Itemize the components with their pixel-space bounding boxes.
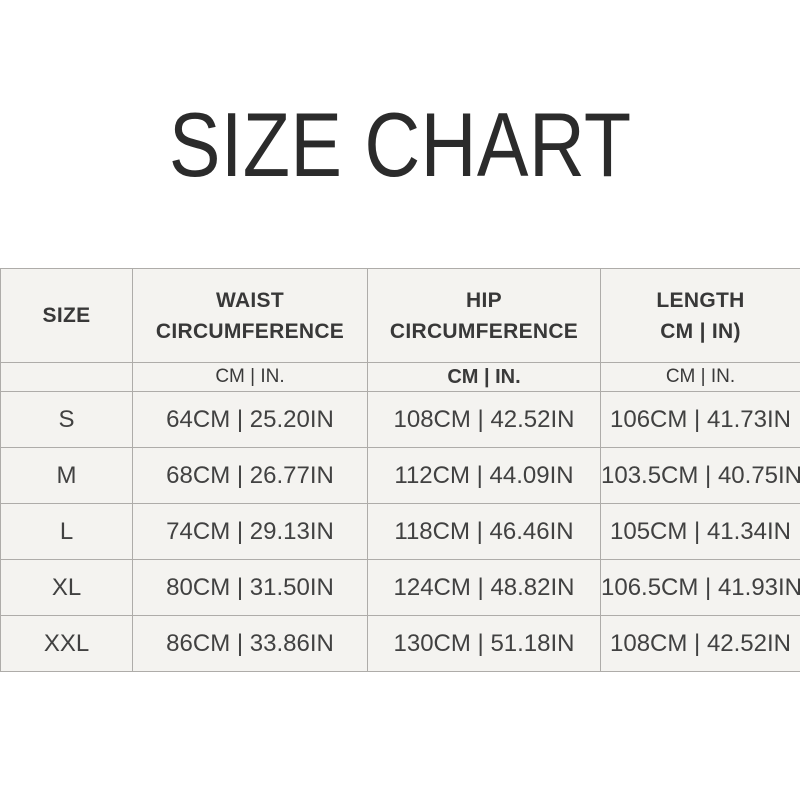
length-column-header: LENGTH CM | IN)	[600, 268, 800, 363]
hip-cell: 124CM | 48.82IN	[367, 559, 601, 616]
hip-units-cell: CM | IN.	[367, 362, 601, 392]
waist-cell: 74CM | 29.13IN	[132, 503, 368, 560]
page-title: SIZE CHART	[0, 100, 800, 191]
size-column-header: SIZE	[0, 268, 133, 363]
hip-column-header: HIP CIRCUMFERENCE	[367, 268, 601, 363]
length-units-cell: CM | IN.	[600, 362, 800, 392]
size-units-empty-cell	[0, 362, 133, 392]
waist-column-header-line2: CIRCUMFERENCE	[155, 319, 345, 343]
waist-column-header-line1: WAIST	[216, 288, 284, 312]
table-units-row: CM | IN. CM | IN. CM | IN.	[0, 362, 800, 392]
waist-cell: 80CM | 31.50IN	[132, 559, 368, 616]
length-cell: 105CM | 41.34IN	[600, 503, 800, 560]
length-cell: 103.5CM | 40.75IN	[600, 447, 800, 504]
table-row: S 64CM | 25.20IN 108CM | 42.52IN 106CM |…	[0, 391, 800, 448]
waist-cell: 86CM | 33.86IN	[132, 615, 368, 672]
length-cell: 106CM | 41.73IN	[600, 391, 800, 448]
hip-column-header-line2: CIRCUMFERENCE	[389, 319, 579, 343]
table-row: XL 80CM | 31.50IN 124CM | 48.82IN 106.5C…	[0, 559, 800, 616]
size-chart-table: SIZE WAIST CIRCUMFERENCE HIP CIRCUMFEREN…	[0, 268, 800, 672]
waist-cell: 68CM | 26.77IN	[132, 447, 368, 504]
waist-cell: 64CM | 25.20IN	[132, 391, 368, 448]
waist-column-header: WAIST CIRCUMFERENCE	[132, 268, 368, 363]
table-row: L 74CM | 29.13IN 118CM | 46.46IN 105CM |…	[0, 503, 800, 560]
length-cell: 108CM | 42.52IN	[600, 615, 800, 672]
hip-column-header-line1: HIP	[466, 288, 502, 312]
size-cell: XXL	[0, 615, 133, 672]
waist-units-cell: CM | IN.	[132, 362, 368, 392]
length-column-header-line1: LENGTH	[656, 288, 745, 312]
length-column-header-line2: CM | IN)	[660, 319, 741, 343]
size-column-header-label: SIZE	[42, 304, 91, 327]
table-header-row: SIZE WAIST CIRCUMFERENCE HIP CIRCUMFEREN…	[0, 268, 800, 363]
table-row: M 68CM | 26.77IN 112CM | 44.09IN 103.5CM…	[0, 447, 800, 504]
table-row: XXL 86CM | 33.86IN 130CM | 51.18IN 108CM…	[0, 615, 800, 672]
hip-cell: 130CM | 51.18IN	[367, 615, 601, 672]
size-cell: L	[0, 503, 133, 560]
hip-cell: 112CM | 44.09IN	[367, 447, 601, 504]
hip-cell: 118CM | 46.46IN	[367, 503, 601, 560]
length-cell: 106.5CM | 41.93IN	[600, 559, 800, 616]
size-cell: S	[0, 391, 133, 448]
page-title-text: SIZE CHART	[168, 95, 632, 196]
size-cell: M	[0, 447, 133, 504]
hip-cell: 108CM | 42.52IN	[367, 391, 601, 448]
size-cell: XL	[0, 559, 133, 616]
